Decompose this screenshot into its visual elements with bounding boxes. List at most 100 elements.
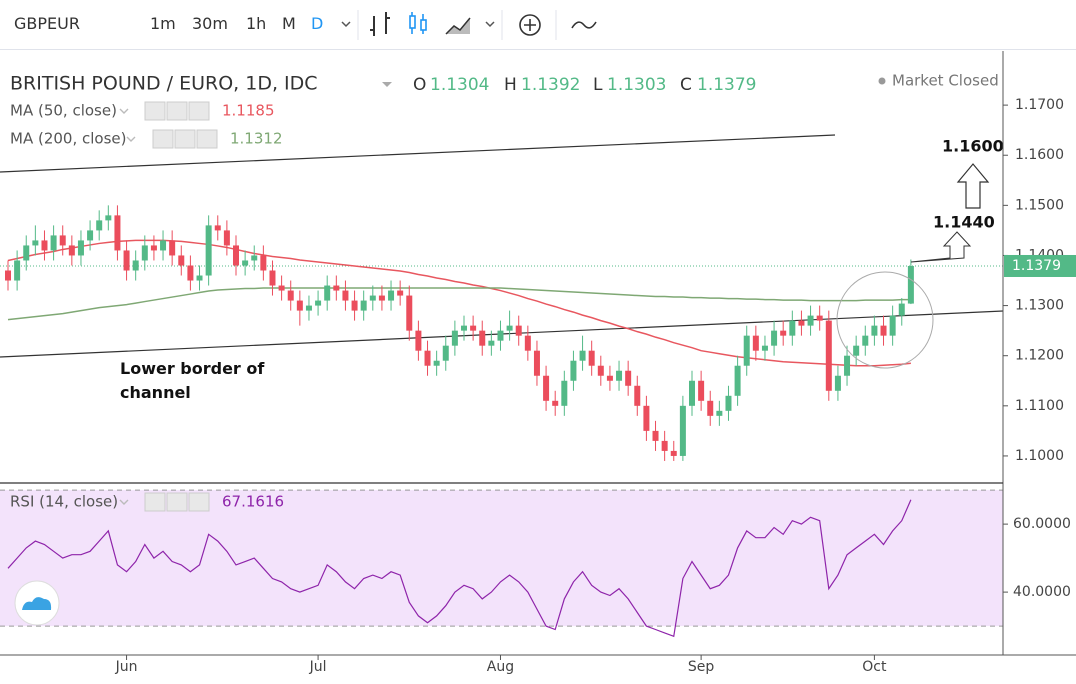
candle-body <box>87 230 94 241</box>
candle-body <box>59 235 66 246</box>
candle-body <box>871 325 878 336</box>
candle-body <box>141 245 148 261</box>
candle-body <box>442 345 449 361</box>
candle-body <box>798 320 805 326</box>
highlight-circle <box>836 271 934 369</box>
indicator-value: 1.1185 <box>222 102 275 120</box>
candle-body <box>789 320 796 336</box>
interval[interactable]: 1m <box>150 14 176 33</box>
candle-body <box>287 290 294 301</box>
candle-body <box>14 260 21 281</box>
ohlc-label: L <box>593 75 603 95</box>
interval[interactable]: D <box>311 14 324 33</box>
last-price-box <box>1004 254 1076 277</box>
symbol[interactable]: GBPEUR <box>14 14 80 33</box>
logo <box>14 580 60 626</box>
indicator-icon[interactable] <box>519 14 541 36</box>
candle-body <box>41 240 48 251</box>
ohlc-value: 1.1392 <box>521 75 580 95</box>
ohlc-value: 1.1379 <box>697 75 756 95</box>
candle-body <box>889 315 896 336</box>
indicator-value: 1.1312 <box>230 130 283 148</box>
interval[interactable]: 30m <box>192 14 228 33</box>
candle-body <box>406 295 413 331</box>
candle-body <box>524 335 531 351</box>
candle-body <box>251 255 258 261</box>
candle-body <box>305 305 312 311</box>
candle-body <box>761 345 768 351</box>
logo-cloud <box>22 597 52 610</box>
dropdown-icon[interactable] <box>119 108 136 505</box>
candle-body <box>698 380 705 401</box>
candle-body <box>625 370 632 386</box>
candle-body <box>114 215 121 251</box>
annotation: 1.1600 <box>942 137 1004 156</box>
candle-body <box>743 335 750 366</box>
ohlc-value: 1.1304 <box>430 75 489 95</box>
candle-body <box>260 255 267 271</box>
annotation: Lower border of channel <box>120 359 265 402</box>
candle-body <box>533 350 540 376</box>
candle-body <box>561 380 568 406</box>
candle-body <box>132 260 139 271</box>
compare-icon[interactable] <box>571 21 597 29</box>
candle-body <box>123 250 130 271</box>
candle-body <box>689 380 695 406</box>
candle-body <box>333 285 340 291</box>
candle-body <box>679 405 686 456</box>
candle-body <box>816 315 823 321</box>
interval[interactable]: 1h <box>246 14 267 33</box>
candle-body <box>351 300 358 311</box>
candle-body <box>661 440 668 451</box>
candle-body <box>643 405 650 431</box>
dropdown-icon[interactable] <box>341 21 351 28</box>
candle-body <box>223 230 230 246</box>
candle-body <box>670 450 677 456</box>
candle-body <box>433 360 440 366</box>
ohlc-label: C <box>680 75 692 95</box>
dropdown-icon[interactable] <box>382 82 392 87</box>
bar-icon[interactable] <box>370 12 390 36</box>
candle-body <box>388 290 395 301</box>
candle-body <box>378 295 385 301</box>
x-tick-label: Jul <box>309 659 327 675</box>
candle-body <box>752 335 759 351</box>
candle-body <box>415 330 422 351</box>
candle-body <box>734 365 741 396</box>
candle-body <box>242 260 249 266</box>
candle-body <box>233 245 239 266</box>
candle-body <box>725 395 732 411</box>
interval[interactable]: M <box>282 14 296 33</box>
candle-body <box>597 365 604 376</box>
candle-body <box>807 315 814 326</box>
candle-icon[interactable] <box>409 12 427 34</box>
candle-body <box>342 290 349 301</box>
candle-body <box>862 335 869 346</box>
candle-body <box>606 375 613 381</box>
candle-body <box>96 220 103 231</box>
dropdown-icon[interactable] <box>485 21 495 28</box>
annotation: 1.1440 <box>933 213 995 232</box>
area-icon[interactable] <box>445 17 471 35</box>
candle-body <box>716 410 723 416</box>
candle-body <box>150 245 157 251</box>
candle-body <box>269 270 276 286</box>
candle-body <box>23 245 30 261</box>
candle-body <box>707 400 714 416</box>
indicator-name: MA (200, close) <box>10 130 126 148</box>
candle-body <box>898 303 905 316</box>
candle-body <box>369 295 376 301</box>
candle-body <box>844 355 851 376</box>
candle-body <box>214 225 221 231</box>
candle-body <box>278 285 285 291</box>
candle-body <box>880 325 887 336</box>
candle-body <box>907 265 914 304</box>
candle-body <box>588 350 595 366</box>
indicator-controls[interactable] <box>144 101 218 512</box>
indicator-name: MA (50, close) <box>10 102 117 120</box>
candle-body <box>652 430 659 441</box>
candle-body <box>324 285 331 301</box>
candle-body <box>570 360 577 381</box>
